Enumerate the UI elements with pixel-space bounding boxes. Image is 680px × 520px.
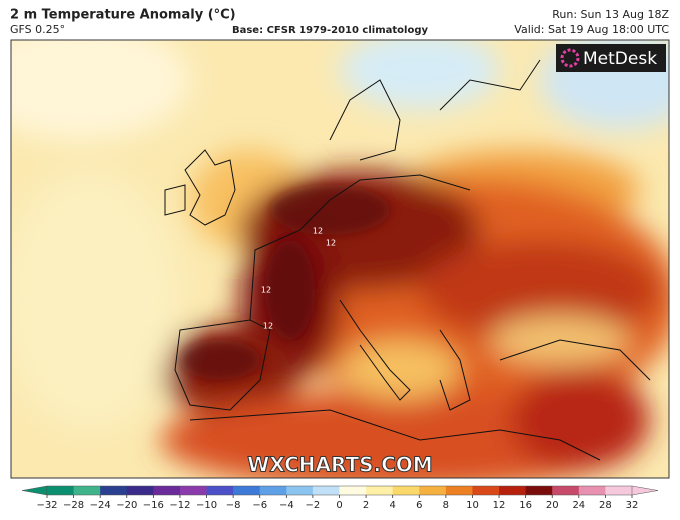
colorbar-label: −16 [143, 500, 164, 511]
colorbar-label: −8 [226, 500, 241, 511]
base: Base: CFSR 1979-2010 climatology [232, 25, 428, 36]
colorbar-segment [312, 486, 340, 495]
colorbar-segment [126, 486, 154, 495]
colorbar-segment [392, 486, 420, 495]
colorbar-label: 28 [599, 500, 612, 511]
logo: MetDesk [583, 49, 657, 69]
colorbar-label: 12 [493, 500, 506, 511]
map: 12 12 12 12 MetDesk WXCHARTS.COM [11, 40, 669, 478]
colorbar-segment [605, 486, 633, 495]
hot-core [180, 185, 390, 380]
colorbar-arrow [21, 485, 48, 496]
colorbar-label: −6 [252, 500, 267, 511]
contour-label: 12 [326, 239, 336, 248]
colorbar-label: 8 [443, 500, 449, 511]
colorbar-segment [206, 486, 234, 495]
contour-label: 12 [263, 322, 273, 331]
model: GFS 0.25° [10, 23, 65, 36]
colorbar-segment [100, 486, 128, 495]
colorbar-label: −4 [279, 500, 294, 511]
colorbar-label: 20 [546, 500, 559, 511]
colorbar-segment [445, 486, 473, 495]
colorbar-label: −28 [63, 500, 84, 511]
colorbar-label: 6 [416, 500, 422, 511]
colorbar-label: −20 [116, 500, 137, 511]
colorbar-segment [472, 486, 500, 495]
contour-labels: 12 12 12 12 [261, 227, 336, 331]
colorbar-segment [259, 486, 287, 495]
colorbar-label: 32 [626, 500, 639, 511]
colorbar-label: 24 [572, 500, 585, 511]
watermark: WXCHARTS.COM [247, 453, 432, 477]
colorbar-label: −12 [169, 500, 190, 511]
colorbar-label: −24 [90, 500, 111, 511]
map-frame [10, 39, 670, 479]
colorbar-segment [499, 486, 527, 495]
colorbar-label: 10 [466, 500, 479, 511]
run: Run: Sun 13 Aug 18Z [552, 8, 669, 21]
logo-box [556, 44, 666, 72]
colorbar-segment [552, 486, 580, 495]
colorbar-label: −32 [36, 500, 57, 511]
colorbar-segment [233, 486, 261, 495]
colorbar-label: 16 [519, 500, 532, 511]
colorbar-label: 4 [389, 500, 395, 511]
coastlines [164, 59, 651, 461]
colorbar-segment [339, 486, 367, 495]
logo-icon [560, 48, 580, 68]
valid: Valid: Sat 19 Aug 18:00 UTC [514, 23, 669, 36]
contour-label: 12 [261, 286, 271, 295]
title: 2 m Temperature Anomaly (°C) [10, 8, 236, 23]
colorbar-segment [525, 486, 553, 495]
colorbar-label: 2 [363, 500, 369, 511]
colorbar-segment [419, 486, 447, 495]
colorbar-arrow [631, 485, 659, 496]
colorbar-segment [578, 486, 606, 495]
colorbar-segment [153, 486, 181, 495]
colorbar-segment [366, 486, 394, 495]
colorbar-label: −10 [196, 500, 217, 511]
colorbar-label: 0 [336, 500, 342, 511]
contour-label: 12 [313, 227, 323, 236]
colorbar-segment [179, 486, 208, 495]
colorbar-segment [47, 486, 75, 495]
colorbar-segment [286, 486, 314, 495]
colorbar-segment [73, 486, 101, 495]
colorbar-label: −2 [306, 500, 321, 511]
colorbar: −32 −28 −24 −20 −16 −12 −10 −8 −6 −4 −2 0 2 4 6 8 10 12 16… [21, 485, 659, 511]
